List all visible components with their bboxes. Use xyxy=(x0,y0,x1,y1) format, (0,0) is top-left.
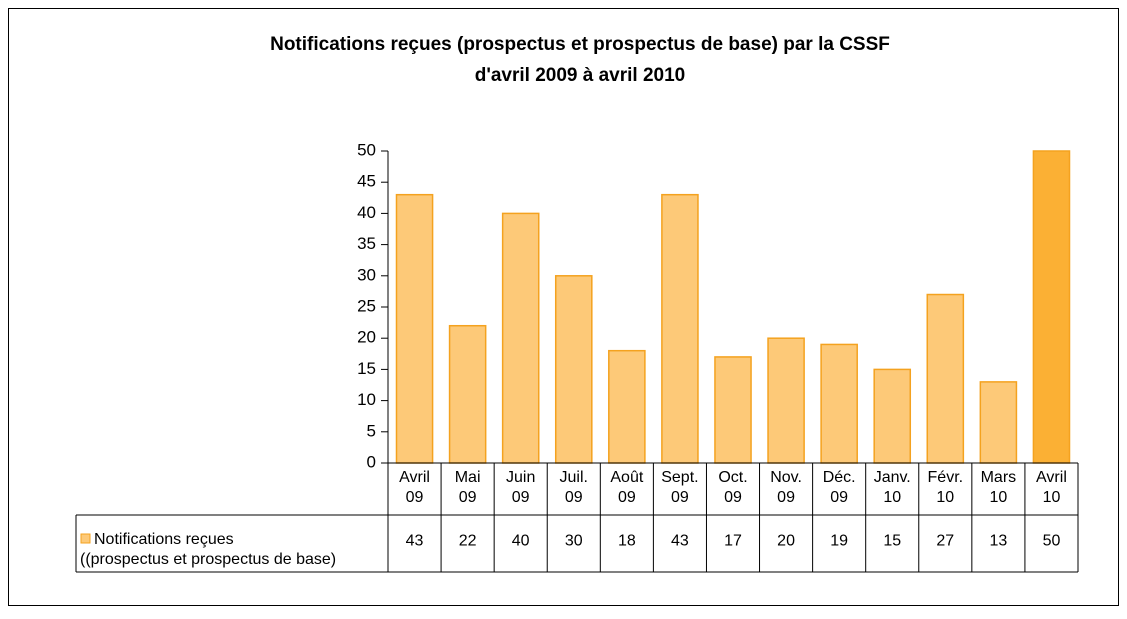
bar xyxy=(501,212,540,464)
x-tick-label: Mai 09 xyxy=(455,469,481,506)
table-value: 27 xyxy=(936,533,954,550)
x-tick-label: Août 09 xyxy=(610,469,643,506)
legend-label: Notifications reçues ((prospectus et pros… xyxy=(80,531,336,568)
bar xyxy=(395,193,434,464)
table-value: 17 xyxy=(724,533,742,550)
bar xyxy=(820,343,858,464)
table-value: 13 xyxy=(989,533,1007,550)
chart-title: Notifications reçues (prospectus et pros… xyxy=(270,34,890,55)
x-tick-label: Sept. 09 xyxy=(661,469,698,506)
chart-subtitle: d'avril 2009 à avril 2010 xyxy=(475,65,686,86)
y-tick-label: 10 xyxy=(357,390,376,409)
y-tick-label: 45 xyxy=(357,172,376,191)
bar xyxy=(1032,150,1071,464)
table-value: 19 xyxy=(830,533,848,550)
bar xyxy=(979,381,1018,464)
table-value: 22 xyxy=(459,533,477,550)
x-tick-label: Avril 10 xyxy=(1036,469,1067,506)
legend-swatch xyxy=(80,533,91,544)
x-tick-label: Janv. 10 xyxy=(874,469,911,506)
y-tick-label: 30 xyxy=(357,265,376,284)
x-tick-label: Juin 09 xyxy=(506,469,535,506)
bar xyxy=(448,324,487,464)
table-value: 43 xyxy=(406,533,424,550)
x-tick-label: Avril 09 xyxy=(399,469,430,506)
table-value: 50 xyxy=(1043,533,1061,550)
x-tick-label: Juil. 09 xyxy=(560,469,588,506)
y-tick-label: 40 xyxy=(357,203,376,222)
bar xyxy=(608,349,646,464)
bar xyxy=(661,193,699,464)
y-tick-label: 15 xyxy=(357,359,376,378)
bar xyxy=(767,337,805,464)
x-tick-label: Févr. 10 xyxy=(928,469,964,506)
bar xyxy=(926,293,965,464)
y-tick-label: 0 xyxy=(367,452,376,471)
table-value: 43 xyxy=(671,533,689,550)
y-tick-label: 20 xyxy=(357,328,376,347)
y-tick-label: 35 xyxy=(357,234,376,253)
y-tick-label: 5 xyxy=(367,421,376,440)
table-value: 20 xyxy=(777,533,795,550)
table-value: 30 xyxy=(565,533,583,550)
table-value: 40 xyxy=(512,533,530,550)
y-tick-label: 50 xyxy=(357,140,376,159)
y-tick-label: 25 xyxy=(357,296,376,315)
table-value: 18 xyxy=(618,533,636,550)
x-tick-label: Nov. 09 xyxy=(770,469,802,506)
bar xyxy=(554,275,593,464)
x-tick-label: Mars 10 xyxy=(981,469,1017,506)
bar xyxy=(714,356,752,464)
x-tick-label: Oct. 09 xyxy=(718,469,747,506)
table-value: 15 xyxy=(883,533,901,550)
bar xyxy=(873,368,912,464)
x-tick-label: Déc. 09 xyxy=(823,469,856,506)
